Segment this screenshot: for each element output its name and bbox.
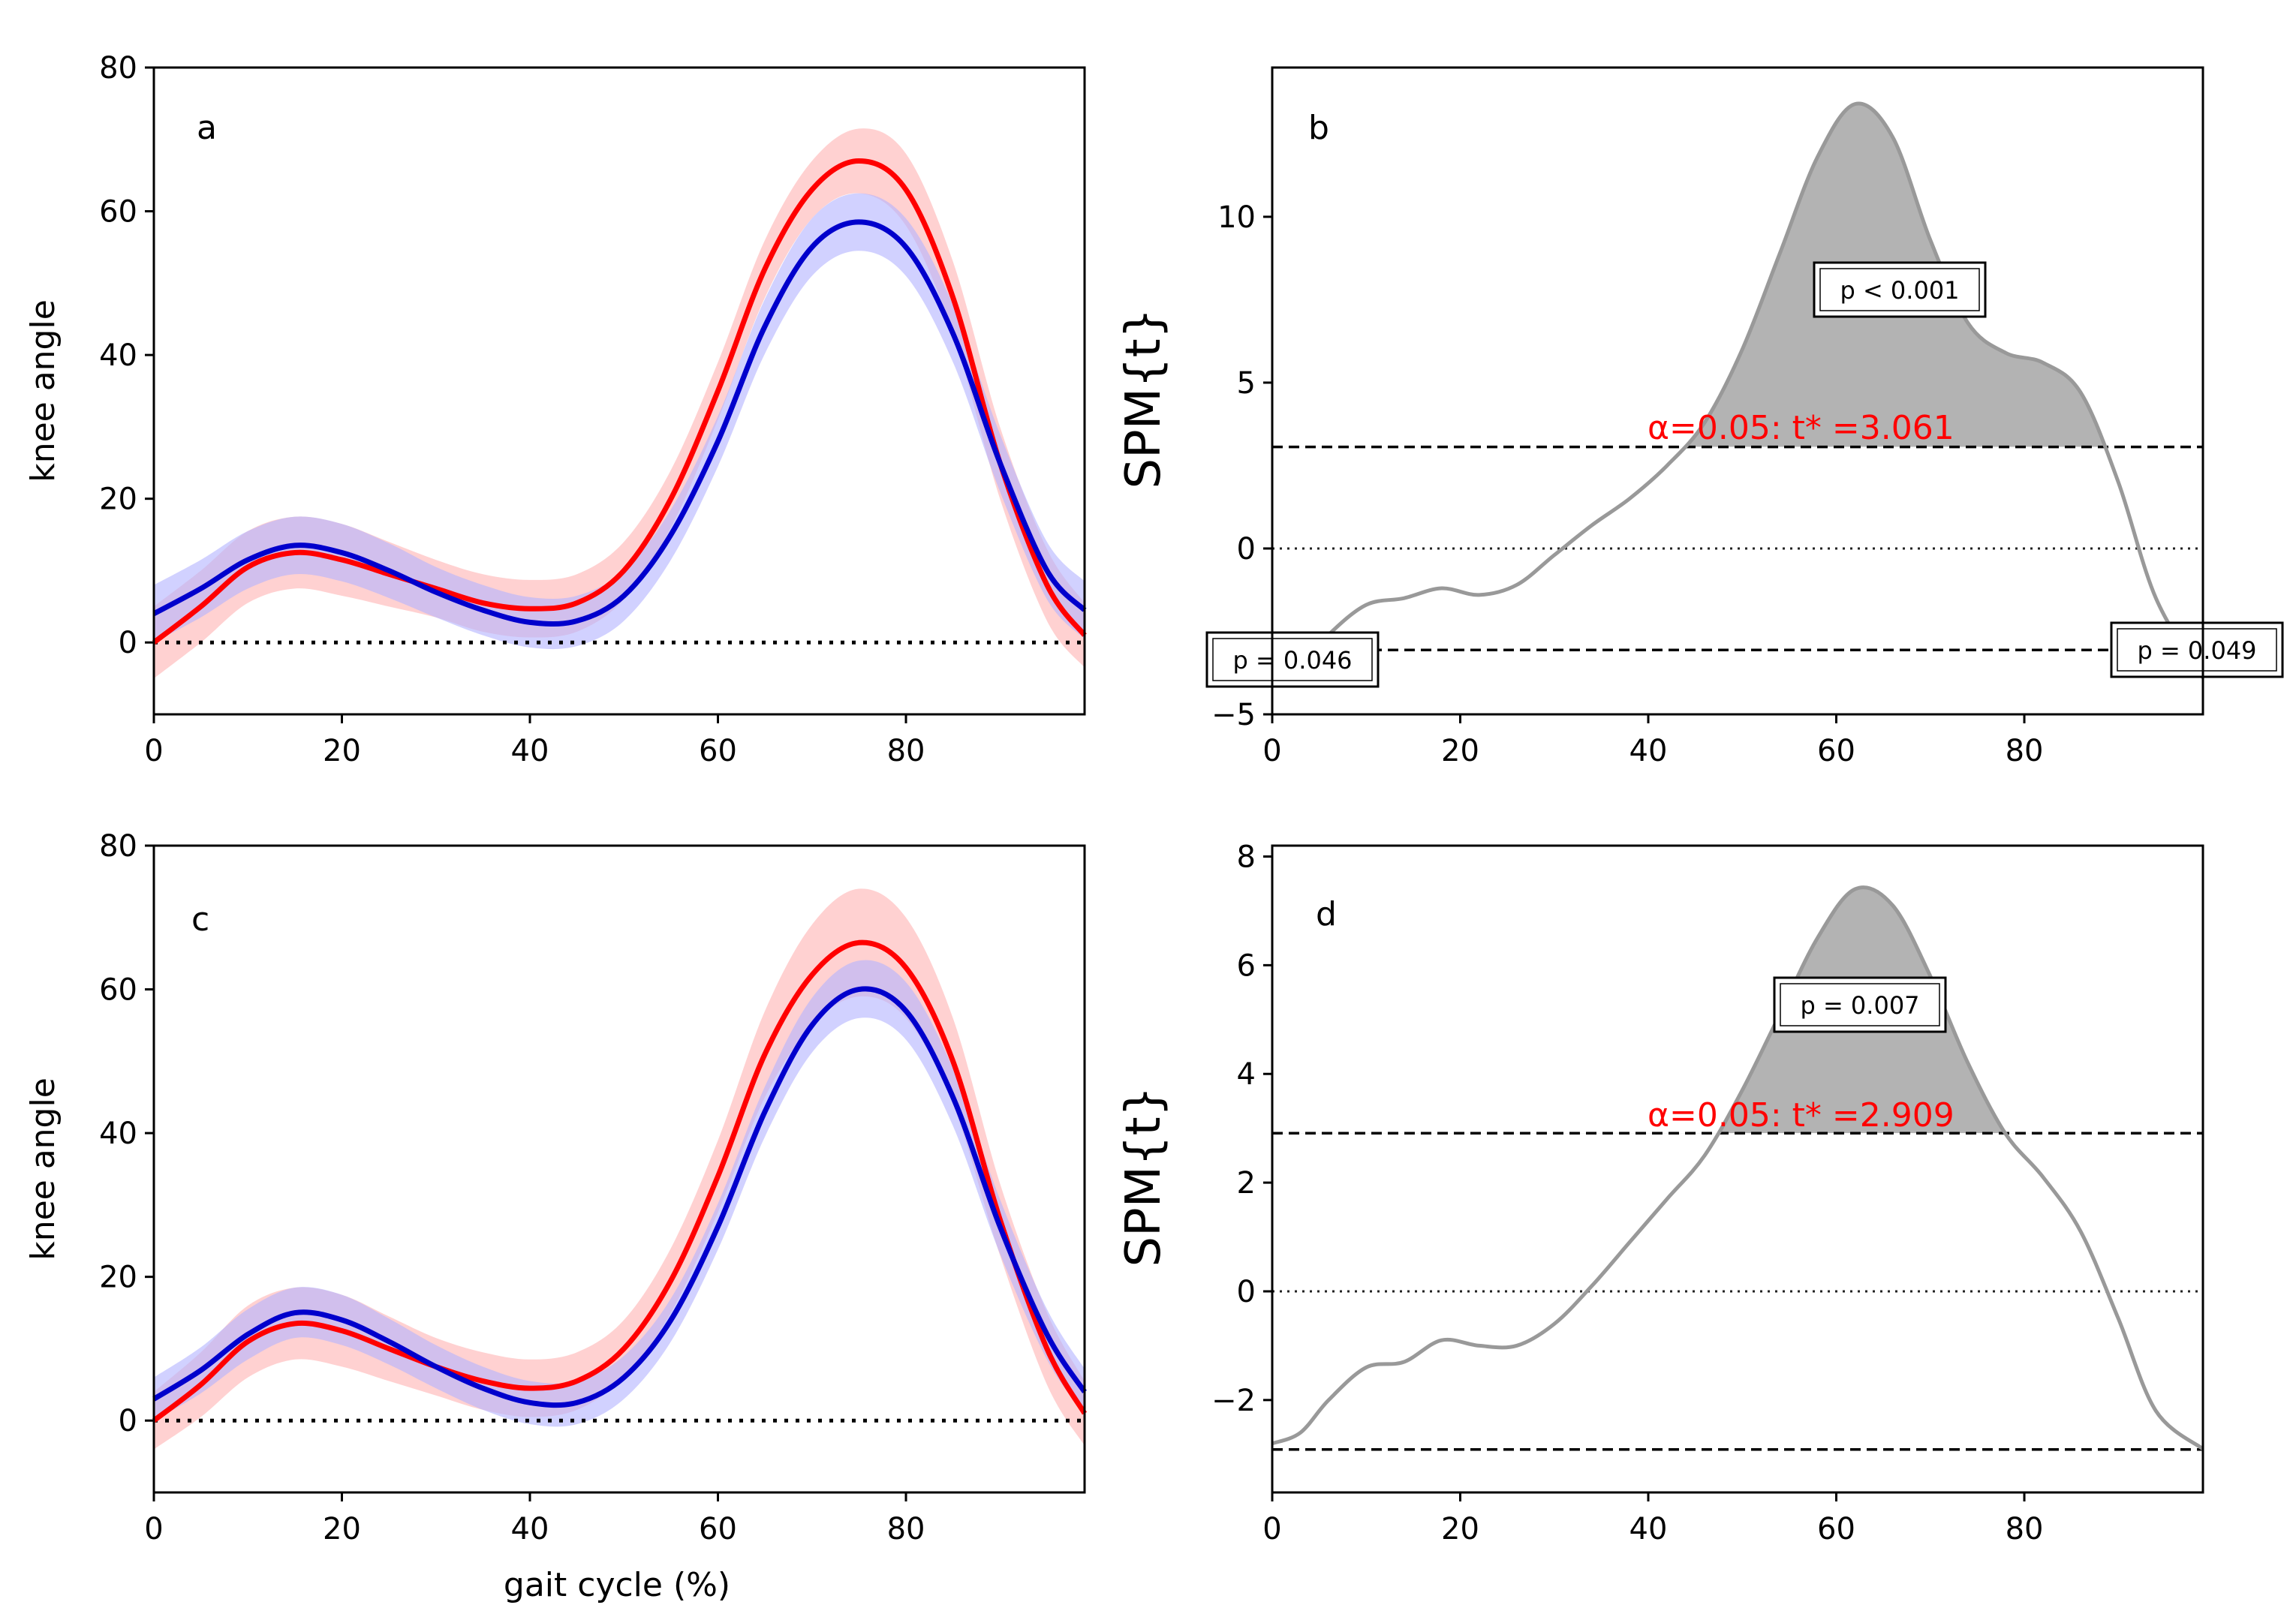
- y-tick-label: 80: [99, 829, 137, 864]
- cluster-p-box-b1: p < 0.001: [1813, 261, 1987, 318]
- cluster-p-box-inner: [1780, 983, 1940, 1026]
- y-tick-label: 4: [1237, 1057, 1256, 1092]
- cluster-p-box-inner: [1819, 268, 1980, 311]
- threshold-label-b: α=0.05: t* =3.061: [1648, 409, 1954, 447]
- y-axis-label-c: knee angle: [24, 1077, 62, 1261]
- y-tick-label: −2: [1211, 1384, 1256, 1418]
- cluster-p-value: p = 0.007: [1800, 991, 1919, 1020]
- sd-bands-c: [154, 888, 1085, 1450]
- cluster-p-value: p < 0.001: [1840, 276, 1959, 305]
- cluster-p-box-d1: p = 0.007: [1773, 976, 1947, 1033]
- cluster-p-box-b3: p = 0.049: [2110, 621, 2284, 678]
- y-axis-label-d: SPM{t}: [1116, 1087, 1172, 1267]
- panel-letter: a: [197, 109, 217, 147]
- x-tick-label: 80: [887, 734, 925, 768]
- y-ticks-b: −5 0 5 10: [1211, 200, 1272, 732]
- y-tick-label: 0: [119, 1404, 137, 1438]
- axes-frame-b: [1271, 66, 2204, 716]
- threshold-label-d: α=0.05: t* =2.909: [1648, 1096, 1954, 1135]
- x-tick-label: 0: [144, 734, 163, 768]
- x-tick-label: 80: [887, 1512, 925, 1546]
- y-tick-label: −5: [1211, 698, 1256, 732]
- cluster-p-value: p = 0.046: [1232, 646, 1352, 675]
- y-tick-label: 5: [1237, 366, 1256, 401]
- y-ticks-c: 0 20 40 60 80: [99, 829, 154, 1438]
- y-tick-label: 20: [99, 482, 137, 517]
- y-tick-label: 80: [99, 51, 137, 86]
- x-tick-label: 60: [699, 734, 737, 768]
- y-tick-label: 2: [1237, 1166, 1256, 1201]
- y-tick-label: 8: [1237, 840, 1256, 874]
- x-tick-label: 40: [1629, 734, 1668, 768]
- panel-c: 0 20 40 60 80 0 20 40 60 80 c knee angle gait cy…: [24, 829, 1088, 1604]
- x-tick-label: 20: [323, 734, 361, 768]
- axes-frame-d: [1271, 844, 2204, 1494]
- plot-area-d: [1272, 846, 2203, 1492]
- panel-letter: d: [1316, 895, 1337, 933]
- x-axis-label-c: gait cycle (%): [504, 1566, 730, 1604]
- y-tick-label: 40: [99, 338, 137, 373]
- spm-t-curve-b: [1271, 101, 2205, 687]
- y-tick-label: 0: [119, 626, 137, 660]
- y-tick-label: 20: [99, 1261, 137, 1295]
- mean-line-red: [152, 939, 1088, 1423]
- cluster-p-value: p = 0.049: [2137, 636, 2256, 665]
- panel-d: α=0.05: t* =2.909 p = 0.007 0 20 40 60 80 −2…: [1116, 840, 2204, 1546]
- y-axis-label-a: knee angle: [24, 299, 62, 482]
- x-tick-label: 80: [2006, 1512, 2044, 1546]
- mean-line-blue: [152, 219, 1087, 627]
- x-tick-label: 60: [1817, 1512, 1855, 1546]
- y-tick-label: 6: [1237, 948, 1256, 983]
- sd-band-red: [154, 128, 1085, 679]
- axes-frame-a: [152, 66, 1086, 716]
- y-tick-label: 0: [1237, 1275, 1256, 1309]
- x-tick-label: 40: [1629, 1512, 1668, 1546]
- y-tick-label: 10: [1217, 200, 1256, 235]
- spm-t-curve-d: [1271, 885, 2204, 1451]
- x-tick-label: 20: [1441, 734, 1479, 768]
- panel-a: 0 20 40 60 80 0 20 40 60 80 a knee angle: [24, 51, 1087, 768]
- y-tick-label: 60: [99, 973, 137, 1008]
- cluster-p-box-inner: [2117, 628, 2277, 672]
- cluster-p-box-b2: p = 0.046: [1205, 631, 1380, 688]
- mean-line-blue: [152, 986, 1087, 1408]
- x-tick-label: 80: [2006, 734, 2044, 768]
- x-ticks-c: 0 20 40 60 80: [144, 1492, 925, 1546]
- y-tick-label: 0: [1237, 532, 1256, 567]
- x-tick-label: 0: [144, 1512, 163, 1546]
- mean-lines-a: [152, 158, 1087, 645]
- sd-bands-a: [154, 128, 1085, 679]
- x-tick-label: 20: [1441, 1512, 1479, 1546]
- y-ticks-a: 0 20 40 60 80: [99, 51, 154, 660]
- x-ticks-b: 0 20 40 60 80: [1262, 714, 2043, 768]
- x-tick-label: 60: [699, 1512, 737, 1546]
- y-axis-label-b: SPM{t}: [1116, 308, 1172, 489]
- x-tick-label: 20: [323, 1512, 361, 1546]
- x-tick-label: 60: [1817, 734, 1855, 768]
- mean-line-red: [152, 158, 1087, 645]
- panel-b: α=0.05: t* =3.061 p < 0.001 p = 0.046 p …: [1116, 66, 2284, 768]
- panel-letter: b: [1308, 109, 1329, 147]
- y-ticks-d: −2 0 2 4 6 8: [1211, 840, 1272, 1418]
- x-ticks-d: 0 20 40 60 80: [1262, 1492, 2043, 1546]
- x-tick-label: 0: [1262, 734, 1281, 768]
- sd-band-red: [154, 888, 1085, 1450]
- panel-letter: c: [191, 900, 209, 939]
- x-tick-label: 40: [511, 1512, 549, 1546]
- axes-frame-c: [152, 844, 1086, 1494]
- x-ticks-a: 0 20 40 60 80: [144, 714, 925, 768]
- cluster-p-box-inner: [1212, 638, 1373, 681]
- suprathreshold-cluster-fill-b: [1272, 103, 2203, 447]
- y-tick-label: 40: [99, 1117, 137, 1151]
- y-tick-label: 60: [99, 195, 137, 230]
- x-tick-label: 0: [1262, 1512, 1281, 1546]
- x-tick-label: 40: [511, 734, 549, 768]
- mean-lines-c: [152, 939, 1088, 1423]
